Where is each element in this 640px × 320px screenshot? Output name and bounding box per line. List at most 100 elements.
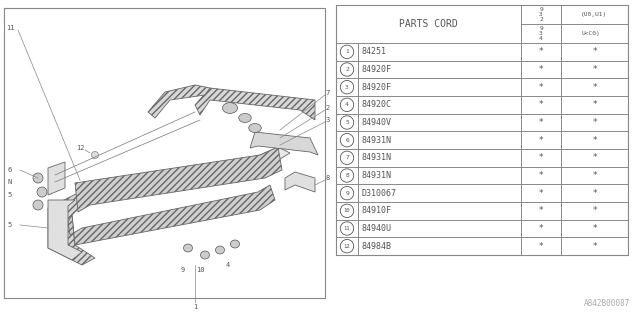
Circle shape (340, 98, 354, 112)
Polygon shape (68, 185, 275, 245)
Circle shape (340, 239, 354, 253)
Circle shape (340, 133, 354, 147)
Text: *: * (539, 47, 543, 56)
Text: *: * (592, 171, 596, 180)
Text: 2: 2 (326, 105, 330, 111)
Text: *: * (539, 242, 543, 251)
Text: 11: 11 (344, 226, 350, 231)
Ellipse shape (200, 251, 209, 259)
Text: 12: 12 (76, 145, 84, 151)
Text: *: * (592, 153, 596, 162)
Text: 4: 4 (226, 262, 230, 268)
Text: 7: 7 (326, 90, 330, 96)
Circle shape (340, 45, 354, 59)
Polygon shape (48, 200, 82, 260)
Text: 6: 6 (8, 167, 12, 173)
Text: 84251: 84251 (362, 47, 387, 56)
Circle shape (340, 222, 354, 235)
Circle shape (340, 204, 354, 218)
Ellipse shape (239, 114, 252, 123)
Text: 84920C: 84920C (362, 100, 392, 109)
Text: 8: 8 (345, 173, 349, 178)
Ellipse shape (216, 246, 225, 254)
Text: *: * (592, 65, 596, 74)
Text: *: * (592, 224, 596, 233)
Text: 84931N: 84931N (362, 136, 392, 145)
Text: 5: 5 (345, 120, 349, 125)
Text: 5: 5 (8, 192, 12, 198)
Text: 12: 12 (344, 244, 350, 249)
Ellipse shape (249, 124, 261, 132)
Polygon shape (148, 85, 210, 118)
Text: 9
3
4: 9 3 4 (539, 26, 543, 41)
Text: *: * (539, 65, 543, 74)
Text: U<C0): U<C0) (581, 31, 600, 36)
Text: *: * (539, 189, 543, 198)
Text: N: N (8, 179, 12, 185)
Ellipse shape (92, 151, 99, 158)
Text: 84931N: 84931N (362, 171, 392, 180)
Text: 2: 2 (345, 67, 349, 72)
Ellipse shape (33, 173, 43, 183)
Text: 8: 8 (326, 175, 330, 181)
Circle shape (340, 169, 354, 182)
Text: *: * (539, 100, 543, 109)
Ellipse shape (37, 187, 47, 197)
Circle shape (340, 187, 354, 200)
Text: 84940U: 84940U (362, 224, 392, 233)
Text: 11: 11 (6, 25, 14, 31)
Text: 10: 10 (344, 208, 350, 213)
Polygon shape (48, 192, 95, 265)
Text: *: * (539, 206, 543, 215)
Text: 1: 1 (345, 49, 349, 54)
Text: *: * (539, 118, 543, 127)
Text: *: * (592, 47, 596, 56)
Polygon shape (285, 172, 315, 192)
Text: *: * (539, 224, 543, 233)
Text: *: * (592, 206, 596, 215)
Ellipse shape (230, 240, 239, 248)
Circle shape (340, 116, 354, 129)
Text: 6: 6 (345, 138, 349, 143)
Text: 9: 9 (345, 191, 349, 196)
Circle shape (340, 151, 354, 164)
Text: *: * (592, 242, 596, 251)
Text: D310067: D310067 (362, 189, 397, 198)
Text: 9
3
2: 9 3 2 (539, 7, 543, 22)
Ellipse shape (33, 200, 43, 210)
Text: 3: 3 (345, 85, 349, 90)
Text: 84920F: 84920F (362, 83, 392, 92)
Text: A842B00087: A842B00087 (584, 299, 630, 308)
Ellipse shape (184, 244, 193, 252)
Polygon shape (195, 88, 315, 120)
Text: PARTS CORD: PARTS CORD (399, 19, 458, 29)
Text: 10: 10 (196, 267, 204, 273)
Ellipse shape (223, 103, 237, 113)
Text: *: * (539, 153, 543, 162)
Circle shape (340, 63, 354, 76)
Text: 84984B: 84984B (362, 242, 392, 251)
Text: 3: 3 (326, 117, 330, 123)
Text: *: * (592, 118, 596, 127)
Text: 84931N: 84931N (362, 153, 392, 162)
Text: *: * (592, 136, 596, 145)
Polygon shape (75, 147, 282, 212)
Text: 5: 5 (8, 222, 12, 228)
Text: *: * (539, 83, 543, 92)
Polygon shape (48, 162, 65, 195)
Circle shape (340, 80, 354, 94)
Text: (U0,U1): (U0,U1) (581, 12, 607, 17)
Polygon shape (75, 147, 290, 198)
Text: 1: 1 (193, 304, 197, 310)
Text: 7: 7 (345, 155, 349, 160)
Text: *: * (592, 83, 596, 92)
Text: 84920F: 84920F (362, 65, 392, 74)
Polygon shape (250, 132, 318, 155)
Text: *: * (592, 100, 596, 109)
Text: *: * (539, 136, 543, 145)
Text: 84940V: 84940V (362, 118, 392, 127)
Text: 4: 4 (345, 102, 349, 107)
Text: 84910F: 84910F (362, 206, 392, 215)
Text: *: * (592, 189, 596, 198)
Text: 9: 9 (181, 267, 185, 273)
